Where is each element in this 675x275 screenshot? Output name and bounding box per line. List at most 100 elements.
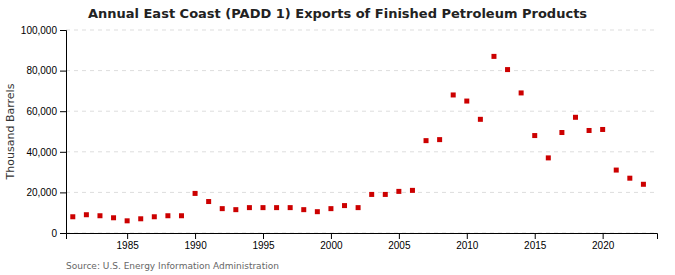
point	[600, 127, 605, 132]
point	[165, 213, 170, 218]
y-tick: 40,000	[26, 147, 66, 158]
x-tick-label: 1995	[252, 240, 275, 251]
x-tick-label: 1985	[117, 240, 140, 251]
point	[587, 128, 592, 133]
point	[383, 192, 388, 197]
x-tick-mark	[535, 233, 536, 239]
point	[641, 182, 646, 187]
x-tick: 1990	[184, 233, 207, 251]
grid-line	[66, 111, 657, 112]
point	[356, 205, 361, 210]
y-tick-label: 40,000	[26, 147, 57, 158]
point	[573, 115, 578, 120]
x-tick: 2020	[592, 233, 615, 251]
grid	[66, 30, 657, 233]
point	[451, 92, 456, 97]
title: Annual East Coast (PADD 1) Exports of Fi…	[88, 6, 587, 21]
point	[369, 192, 374, 197]
x-tick-mark	[467, 233, 468, 239]
x-tick-mark	[127, 233, 128, 239]
points	[70, 54, 646, 223]
x-tick-mark	[603, 233, 604, 239]
chart: 1985 1990 1995 2000 2005 2010 2015 2020 0 20,000 4…	[0, 0, 675, 275]
x-tick-label: 2020	[592, 240, 615, 251]
point	[478, 117, 483, 122]
point	[179, 213, 184, 218]
annotation: Source: U.S. Energy Information Administ…	[66, 261, 279, 271]
point	[532, 133, 537, 138]
grid-line	[66, 192, 657, 193]
x-tick: 2000	[320, 233, 343, 251]
point	[396, 189, 401, 194]
y-tick: 20,000	[26, 187, 66, 198]
x-axis-line	[67, 234, 658, 240]
x-tick: 2005	[388, 233, 411, 251]
y-tick-label: 0	[51, 228, 57, 239]
y-tick-label: 100,000	[21, 25, 58, 36]
x-tick-mark	[195, 233, 196, 239]
point	[627, 176, 632, 181]
y-axis-line	[60, 31, 67, 234]
point	[519, 90, 524, 95]
point	[193, 191, 198, 196]
y-tick-mark	[60, 192, 66, 193]
x-tick-label: 2000	[320, 240, 343, 251]
x-tick-mark	[399, 233, 400, 239]
grid-line	[66, 30, 657, 31]
x-tick-label: 1990	[184, 240, 207, 251]
point	[315, 209, 320, 214]
point	[342, 203, 347, 208]
point	[220, 206, 225, 211]
point	[328, 206, 333, 211]
grid-line	[66, 151, 657, 152]
point	[97, 213, 102, 218]
y-tick-mark	[60, 233, 66, 234]
point	[206, 199, 211, 204]
y-tick-label: 60,000	[26, 106, 57, 117]
point	[559, 130, 564, 135]
point	[424, 138, 429, 143]
point	[152, 214, 157, 219]
point	[247, 205, 252, 210]
x-axis: 1985 1990 1995 2000 2005 2010 2015 2020	[67, 233, 658, 251]
x-tick: 1985	[117, 233, 140, 251]
x-tick: 1995	[252, 233, 275, 251]
y-tick-label: 80,000	[26, 65, 57, 76]
point	[288, 205, 293, 210]
point	[138, 216, 143, 221]
x-tick: 2015	[524, 233, 547, 251]
point	[84, 212, 89, 217]
y-axis-title: Thousand Barrels	[4, 83, 17, 180]
y-tick: 100,000	[21, 25, 66, 36]
y-tick: 80,000	[26, 65, 66, 76]
y-axis: 0 20,000 40,000 60,000 80,000 100,000	[21, 25, 67, 239]
x-tick-label: 2015	[524, 240, 547, 251]
point	[301, 207, 306, 212]
x-tick-mark	[263, 233, 264, 239]
point	[111, 215, 116, 220]
point	[261, 205, 266, 210]
point	[614, 168, 619, 173]
point	[437, 137, 442, 142]
point	[274, 205, 279, 210]
point	[70, 214, 75, 219]
y-tick: 0	[51, 228, 66, 239]
y-tick: 60,000	[26, 106, 66, 117]
point	[125, 218, 130, 223]
point	[464, 99, 469, 104]
x-tick-label: 2010	[456, 240, 479, 251]
point	[233, 207, 238, 212]
y-tick-label: 20,000	[26, 187, 57, 198]
y-tick-mark	[60, 111, 66, 112]
x-tick-mark	[331, 233, 332, 239]
x-tick: 2010	[456, 233, 479, 251]
plot-area: 1985 1990 1995 2000 2005 2010 2015 2020 0 20,000 4…	[21, 25, 658, 251]
point	[505, 67, 510, 72]
y-tick-mark	[60, 152, 66, 153]
point	[546, 155, 551, 160]
grid-line	[66, 70, 657, 71]
y-tick-mark	[60, 30, 66, 31]
point	[491, 54, 496, 59]
point	[410, 188, 415, 193]
x-tick-label: 2005	[388, 240, 411, 251]
